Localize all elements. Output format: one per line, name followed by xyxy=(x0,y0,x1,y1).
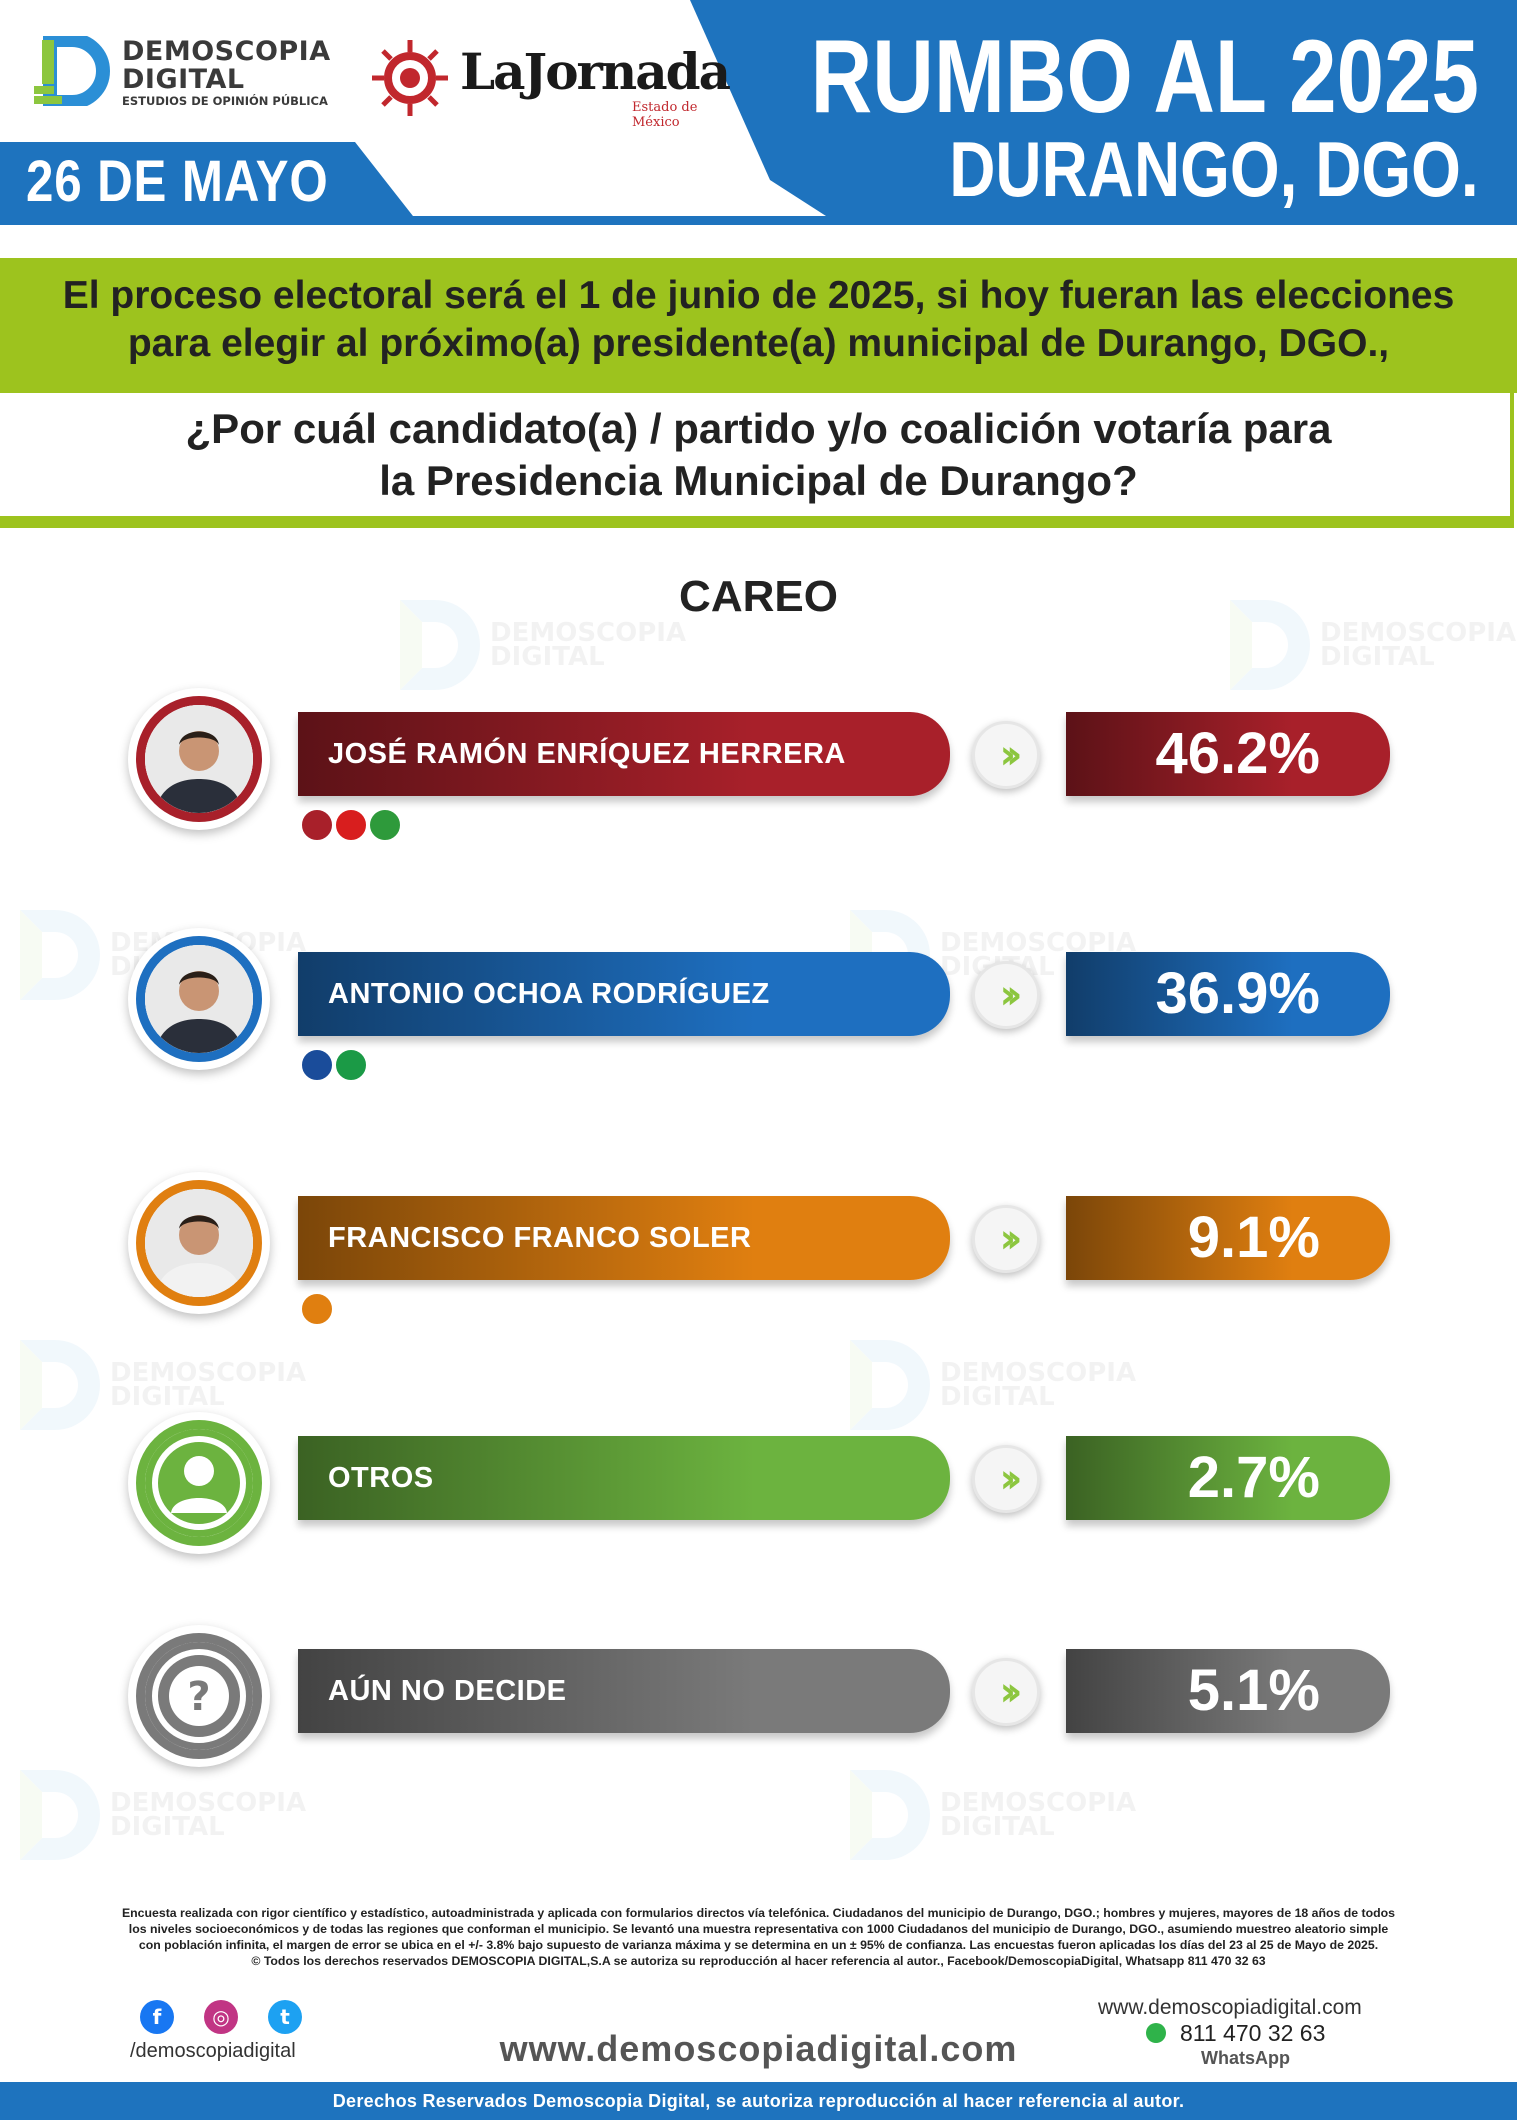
value-label: 36.9% xyxy=(1155,961,1320,1026)
brand-line2: DIGITAL xyxy=(122,64,245,95)
demoscopia-logo: DEMOSCOPIA DIGITAL ESTUDIOS DE OPINIÓN P… xyxy=(32,36,332,108)
value-bar: 5.1% xyxy=(1066,1649,1390,1733)
candidate-bar: JOSÉ RAMÓN ENRÍQUEZ HERRERA xyxy=(298,712,950,796)
party-logo-icon xyxy=(302,1050,332,1080)
party-logo-icon xyxy=(336,1050,366,1080)
candidate-photo xyxy=(145,1189,253,1297)
brand-line3: ESTUDIOS DE OPINIÓN PÚBLICA xyxy=(122,94,328,108)
facebook-icon[interactable]: f xyxy=(140,2000,174,2034)
candidate-photo xyxy=(145,945,253,1053)
candidate-photo xyxy=(145,705,253,813)
date-label: 26 DE MAYO xyxy=(26,149,329,214)
intro-text: El proceso electoral será el 1 de junio … xyxy=(0,272,1517,368)
disclaimer-line1: Encuesta realizada con rigor científico … xyxy=(121,1906,1396,1920)
candidate-avatar: ? xyxy=(128,1625,270,1767)
candidate-name: JOSÉ RAMÓN ENRÍQUEZ HERRERA xyxy=(328,738,846,770)
disclaimer-line4: © Todos los derechos reservados DEMOSCOP… xyxy=(251,1954,1266,1968)
whatsapp-icon xyxy=(1146,2023,1166,2043)
party-logo-icon xyxy=(336,810,366,840)
chevron-right-icon: ›› xyxy=(972,1205,1040,1273)
value-label: 9.1% xyxy=(1187,1205,1320,1270)
partner-sub: Estado de México xyxy=(632,100,698,130)
question-line2: la Presidencia Municipal de Durango? xyxy=(379,457,1138,504)
candidate-avatar xyxy=(128,1172,270,1314)
chart-row: ANTONIO OCHOA RODRÍGUEZ ›› 36.9% xyxy=(0,928,1517,1098)
chart-row: ? AÚN NO DECIDE ›› 5.1% xyxy=(0,1625,1517,1795)
social-handle[interactable]: /demoscopiadigital xyxy=(130,2040,296,2062)
party-logo-icon xyxy=(302,810,332,840)
value-bar: 46.2% xyxy=(1066,712,1390,796)
party-badges xyxy=(302,810,400,840)
rights-text: Derechos Reservados Demoscopia Digital, … xyxy=(332,2091,1185,2111)
party-badges xyxy=(302,1294,332,1324)
value-label: 2.7% xyxy=(1187,1445,1320,1510)
page-title: RUMBO AL 2025 xyxy=(810,19,1479,135)
page-subtitle: DURANGO, DGO. xyxy=(949,125,1479,213)
user-icon xyxy=(145,1429,253,1537)
chevron-right-icon: ›› xyxy=(972,1445,1040,1513)
twitter-icon[interactable]: t xyxy=(268,2000,302,2034)
value-bar: 9.1% xyxy=(1066,1196,1390,1280)
website-link[interactable]: www.demoscopiadigital.com xyxy=(499,2028,1018,2069)
value-label: 46.2% xyxy=(1155,721,1320,786)
candidate-avatar xyxy=(128,688,270,830)
disclaimer: Encuesta realizada con rigor científico … xyxy=(30,1905,1487,1969)
whatsapp-phone[interactable]: 811 470 32 63 xyxy=(1180,2020,1326,2046)
instagram-icon[interactable]: ◎ xyxy=(204,2000,238,2034)
party-logo-icon xyxy=(302,1294,332,1324)
brand-line1: DEMOSCOPIA xyxy=(122,36,331,67)
chevron-right-icon: ›› xyxy=(972,961,1040,1029)
intro-line1: El proceso electoral será el 1 de junio … xyxy=(62,274,1455,317)
candidate-avatar xyxy=(128,928,270,1070)
header: DEMOSCOPIA DIGITAL ESTUDIOS DE OPINIÓN P… xyxy=(0,0,1517,225)
value-bar: 36.9% xyxy=(1066,952,1390,1036)
value-label: 5.1% xyxy=(1187,1658,1320,1723)
disclaimer-line2: los niveles socioeconómicos y de todas l… xyxy=(128,1922,1389,1936)
chart-row: FRANCISCO FRANCO SOLER ›› 9.1% xyxy=(0,1172,1517,1342)
website-link-small[interactable]: www.demoscopiadigital.com xyxy=(1098,1996,1362,2019)
question-box xyxy=(0,393,1514,528)
chart-row: JOSÉ RAMÓN ENRÍQUEZ HERRERA ›› 46.2% xyxy=(0,688,1517,858)
candidate-name: OTROS xyxy=(328,1462,434,1494)
sun-icon xyxy=(372,40,448,116)
disclaimer-line3: con población infinita, el margen de err… xyxy=(138,1938,1379,1952)
intro-band xyxy=(0,258,1517,393)
question-icon: ? xyxy=(145,1642,253,1750)
candidate-bar: AÚN NO DECIDE xyxy=(298,1649,950,1733)
header-blue-band xyxy=(0,0,1517,225)
social-links: f ◎ t xyxy=(140,2000,302,2034)
candidate-bar: FRANCISCO FRANCO SOLER xyxy=(298,1196,950,1280)
party-badges xyxy=(302,1050,366,1080)
question-text: ¿Por cuál candidato(a) / partido y/o coa… xyxy=(0,403,1517,507)
chart-title: CAREO xyxy=(679,572,838,621)
intro-line2: para elegir al próximo(a) presidente(a) … xyxy=(127,322,1390,365)
demoscopia-d-icon xyxy=(34,36,110,106)
footer-band xyxy=(0,2082,1517,2120)
value-bar: 2.7% xyxy=(1066,1436,1390,1520)
partner-name: LaJornada xyxy=(460,42,731,101)
candidate-name: ANTONIO OCHOA RODRÍGUEZ xyxy=(328,978,770,1010)
svg-text:?: ? xyxy=(187,1674,210,1720)
candidate-avatar xyxy=(128,1412,270,1554)
candidate-name: AÚN NO DECIDE xyxy=(328,1675,567,1707)
candidate-bar: OTROS xyxy=(298,1436,950,1520)
chevron-right-icon: ›› xyxy=(972,1658,1040,1726)
question-line1: ¿Por cuál candidato(a) / partido y/o coa… xyxy=(185,405,1332,452)
chevron-right-icon: ›› xyxy=(972,721,1040,789)
chart-row: OTROS ›› 2.7% xyxy=(0,1412,1517,1582)
candidate-bar: ANTONIO OCHOA RODRÍGUEZ xyxy=(298,952,950,1036)
party-logo-icon xyxy=(370,810,400,840)
whatsapp-label: WhatsApp xyxy=(1201,2048,1290,2068)
lajornada-logo: LaJornada Estado de México xyxy=(370,38,731,130)
candidate-name: FRANCISCO FRANCO SOLER xyxy=(328,1222,752,1254)
